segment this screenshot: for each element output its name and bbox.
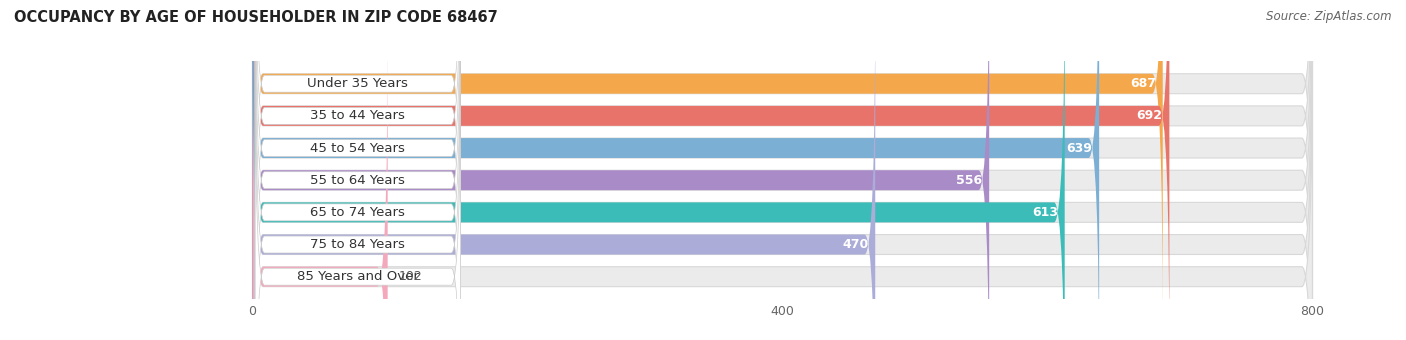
Text: 613: 613 (1032, 206, 1059, 219)
FancyBboxPatch shape (256, 0, 461, 340)
FancyBboxPatch shape (253, 0, 1312, 331)
FancyBboxPatch shape (256, 0, 461, 300)
FancyBboxPatch shape (253, 29, 1312, 340)
Text: Source: ZipAtlas.com: Source: ZipAtlas.com (1267, 10, 1392, 23)
FancyBboxPatch shape (256, 0, 461, 333)
Text: 35 to 44 Years: 35 to 44 Years (311, 109, 405, 122)
FancyBboxPatch shape (253, 0, 876, 340)
Text: 55 to 64 Years: 55 to 64 Years (311, 174, 405, 187)
Text: 75 to 84 Years: 75 to 84 Years (311, 238, 405, 251)
Text: 65 to 74 Years: 65 to 74 Years (311, 206, 405, 219)
Text: 45 to 54 Years: 45 to 54 Years (311, 141, 405, 155)
Text: 687: 687 (1130, 77, 1156, 90)
Text: Under 35 Years: Under 35 Years (308, 77, 408, 90)
Text: 102: 102 (398, 270, 422, 283)
Text: 85 Years and Over: 85 Years and Over (297, 270, 419, 283)
FancyBboxPatch shape (253, 0, 1312, 340)
Text: 692: 692 (1136, 109, 1163, 122)
FancyBboxPatch shape (253, 0, 1099, 340)
FancyBboxPatch shape (253, 0, 1170, 340)
FancyBboxPatch shape (253, 0, 1163, 331)
Text: 470: 470 (842, 238, 869, 251)
FancyBboxPatch shape (256, 0, 461, 340)
FancyBboxPatch shape (253, 0, 1312, 340)
FancyBboxPatch shape (256, 0, 461, 340)
FancyBboxPatch shape (256, 28, 461, 340)
FancyBboxPatch shape (253, 0, 1312, 340)
FancyBboxPatch shape (253, 0, 1064, 340)
FancyBboxPatch shape (253, 0, 990, 340)
FancyBboxPatch shape (253, 0, 1312, 340)
FancyBboxPatch shape (253, 0, 1312, 340)
FancyBboxPatch shape (256, 60, 461, 340)
Text: 556: 556 (956, 174, 983, 187)
Text: 639: 639 (1067, 141, 1092, 155)
FancyBboxPatch shape (253, 29, 388, 340)
Text: OCCUPANCY BY AGE OF HOUSEHOLDER IN ZIP CODE 68467: OCCUPANCY BY AGE OF HOUSEHOLDER IN ZIP C… (14, 10, 498, 25)
